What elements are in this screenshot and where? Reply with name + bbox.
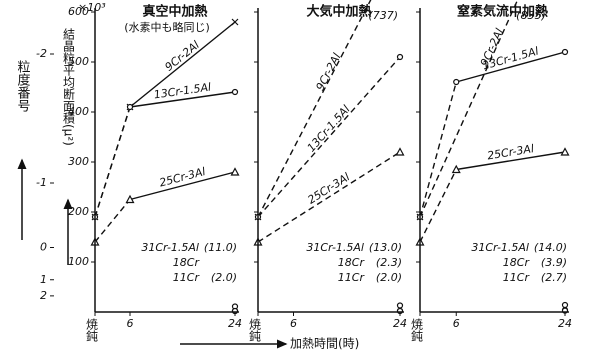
y2-tick-label: 0 (40, 241, 47, 254)
value-label: (2.7) (541, 271, 567, 284)
x-axis-title: 加熱時間(時) (290, 337, 359, 351)
marker (561, 301, 569, 309)
y-tick-label: 500 (68, 55, 89, 68)
y-tick-label: 100 (68, 255, 89, 268)
marker (453, 78, 460, 86)
marker (396, 302, 404, 309)
series-line (94, 106, 131, 218)
series-line (419, 81, 457, 218)
x-tick-label: 焼鈍 (85, 318, 99, 342)
y-axis-title: 結晶粒平均断面積(μ²) (62, 28, 76, 146)
series-label: 18Cr (338, 256, 366, 269)
x-tick-label: 24 (393, 317, 407, 330)
marker (560, 147, 570, 156)
chart-title: 大気中加熱 (306, 4, 371, 20)
y2-tick-label: 2 (40, 289, 47, 302)
marker (231, 88, 239, 96)
x-tick-label: 24 (558, 317, 572, 330)
x-tick-label: 6 (453, 317, 460, 330)
series-line (94, 106, 131, 218)
series-line (257, 56, 401, 218)
series-label: 25Cr-3Al (486, 142, 535, 162)
series-label: 25Cr-3Al (305, 170, 352, 206)
series-label: 31Cr-1.5Al (306, 241, 364, 254)
chart-title: 真空中加熱 (142, 4, 207, 20)
series-label: 9Cr-2Al (162, 38, 201, 73)
y2-tick-label: -1 (36, 176, 47, 189)
value-label: (11.0) (204, 241, 237, 254)
series-line (129, 91, 236, 108)
series-line (257, 0, 372, 218)
series-label: 18Cr (503, 256, 531, 269)
marker (126, 103, 134, 111)
series-label: 13Cr-1.5Al (153, 80, 212, 101)
x-tick-label: 6 (127, 317, 134, 330)
y2-tick-label: -2 (36, 47, 47, 60)
value-label: (835) (516, 9, 546, 22)
value-label: (2.0) (211, 271, 237, 284)
marker (231, 18, 239, 26)
marker (561, 48, 569, 56)
series-label: 31Cr-1.5Al (141, 241, 199, 254)
y2-axis-title: 粒度番号 (15, 60, 31, 112)
series-label: 11Cr (173, 271, 201, 284)
y-tick-label: 600 (68, 5, 89, 18)
chart-title: 窒素気流中加熱 (457, 4, 548, 20)
y-tick-label: 300 (68, 155, 89, 168)
y-unit: ×10³ (78, 1, 106, 14)
series-label: 9Cr-2Al (314, 51, 344, 93)
series-label: 13Cr-1.5Al (305, 103, 353, 155)
y2-tick-label: 1 (40, 273, 47, 286)
marker (125, 194, 135, 204)
marker (451, 164, 461, 174)
marker (395, 147, 405, 156)
series-line (456, 51, 566, 83)
marker (230, 167, 240, 176)
value-label: (14.0) (534, 241, 567, 254)
series-label: 11Cr (503, 271, 531, 284)
series-line (419, 169, 457, 243)
series-label: 11Cr (338, 271, 366, 284)
series-line (257, 151, 401, 243)
chart-subtitle: (水素中も略同じ) (124, 20, 210, 34)
x-tick-label: 24 (228, 317, 242, 330)
x-tick-label: 6 (290, 317, 297, 330)
x-tick-label: 焼鈍 (410, 318, 424, 342)
value-label: (737) (368, 9, 398, 22)
series-line (456, 151, 566, 171)
value-label: (2.0) (376, 271, 402, 284)
series-label: 31Cr-1.5Al (471, 241, 529, 254)
value-label: (13.0) (369, 241, 402, 254)
y-tick-label: 400 (68, 105, 89, 118)
marker (396, 53, 404, 61)
series-line (94, 199, 131, 243)
series-label: 18Cr (173, 256, 201, 269)
series-line (129, 21, 236, 108)
value-label: (3.9) (541, 256, 567, 269)
value-label: (2.3) (376, 256, 402, 269)
x-tick-label: 焼鈍 (248, 318, 262, 342)
y-tick-label: 200 (68, 205, 89, 218)
series-line (129, 171, 236, 201)
